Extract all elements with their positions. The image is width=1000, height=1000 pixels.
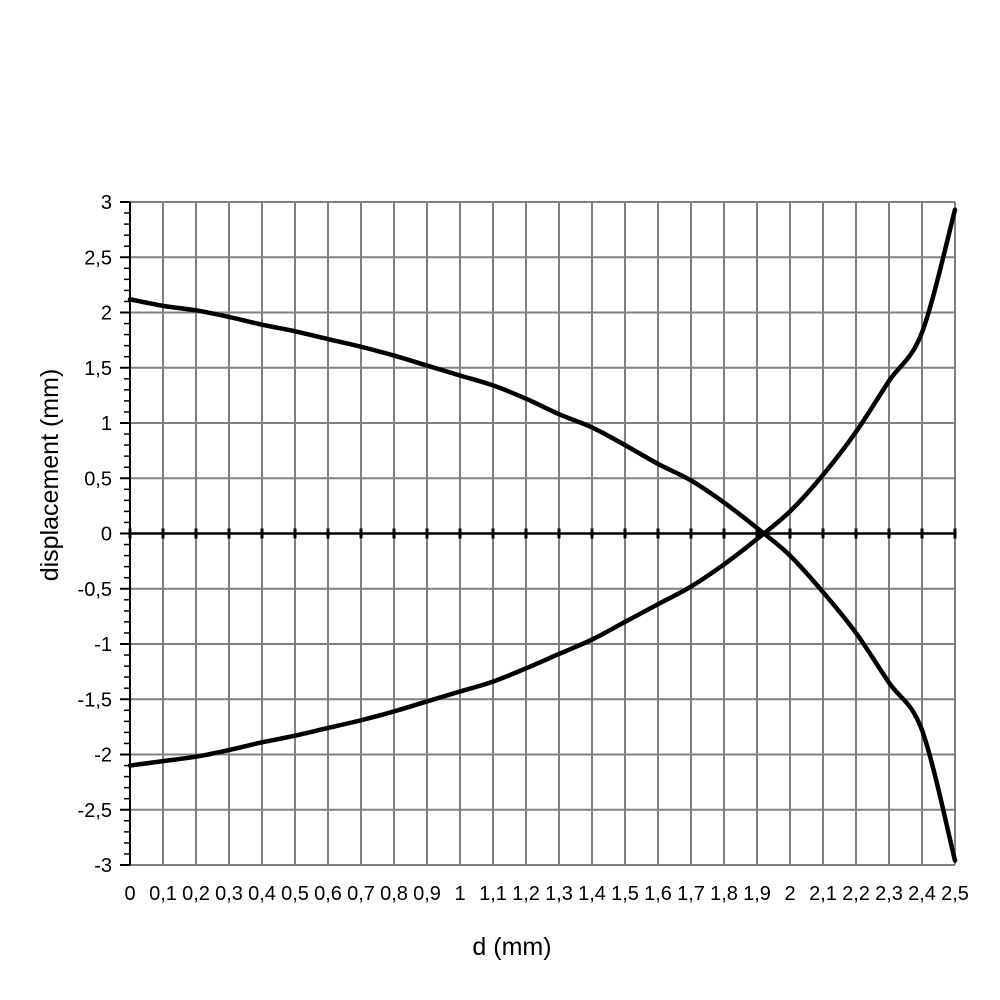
y-tick-label: 0 — [101, 524, 112, 546]
y-tick-label: 1,5 — [84, 358, 112, 380]
series-line-1 — [127, 296, 958, 863]
x-tick-label: 1,2 — [512, 883, 540, 905]
x-tick-label: 1,4 — [578, 883, 606, 905]
x-tick-label: 0,6 — [314, 883, 342, 905]
series-lines — [127, 207, 958, 863]
y-tick-label: 2,5 — [84, 247, 112, 269]
x-tick-label: 0,1 — [149, 883, 177, 905]
x-tick-label: 1,5 — [611, 883, 639, 905]
axes — [120, 201, 957, 866]
x-tick-label: 2,3 — [875, 883, 903, 905]
y-tick-label: -2 — [94, 745, 112, 767]
x-tick-label: 0,7 — [347, 883, 375, 905]
x-tick-label: 1,6 — [644, 883, 672, 905]
x-tick-label: 2,4 — [908, 883, 936, 905]
x-tick-label: 1,3 — [545, 883, 573, 905]
y-tick-label: 2 — [101, 303, 112, 325]
x-tick-label: 0,3 — [215, 883, 243, 905]
y-tick-labels: -3 -2,5 -2 -1,5 -1 -0,5 0 0,5 1 1,5 2 2,5 3 — [78, 192, 112, 877]
x-tick-labels: 0 0,1 0,2 0,3 0,4 0,5 0,6 0,7 0,8 0,9 1 1,1 1,2 1,3 1,… — [124, 883, 968, 905]
y-tick-label: -1 — [94, 634, 112, 656]
x-tick-label: 0,8 — [380, 883, 408, 905]
y-tick-label: -1,5 — [78, 689, 112, 711]
y-tick-label: 3 — [101, 192, 112, 214]
y-tick-label: -0,5 — [78, 579, 112, 601]
y-axis-title: displacement (mm) — [36, 369, 64, 582]
y-tick-label: 1 — [101, 413, 112, 435]
x-tick-label: 0 — [124, 883, 135, 905]
series-line-2 — [127, 207, 958, 768]
x-tick-label: 2,1 — [809, 883, 837, 905]
x-tick-label: 0,9 — [413, 883, 441, 905]
x-axis-title: d (mm) — [472, 933, 551, 961]
y-tick-label: 0,5 — [84, 468, 112, 490]
x-tick-label: 2 — [784, 883, 795, 905]
x-tick-label: 1,1 — [479, 883, 507, 905]
y-tick-label: -3 — [94, 855, 112, 877]
x-tick-label: 1,8 — [710, 883, 738, 905]
x-tick-label: 0,2 — [182, 883, 210, 905]
x-tick-label: 1 — [454, 883, 465, 905]
x-tick-label: 2,5 — [941, 883, 969, 905]
x-tick-label: 0,5 — [281, 883, 309, 905]
x-tick-label: 2,2 — [842, 883, 870, 905]
x-tick-label: 1,9 — [743, 883, 771, 905]
x-tick-label: 0,4 — [248, 883, 276, 905]
y-tick-label: -2,5 — [78, 800, 112, 822]
x-tick-label: 1,7 — [677, 883, 705, 905]
